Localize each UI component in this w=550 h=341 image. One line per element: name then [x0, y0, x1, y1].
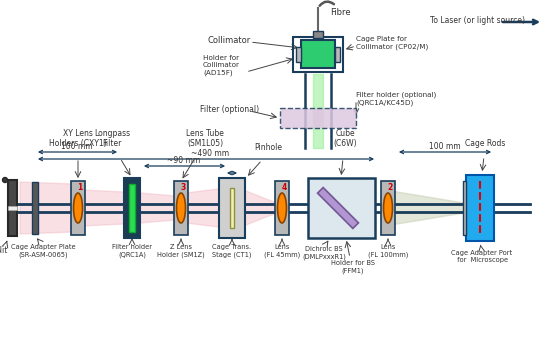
Text: Slit: Slit: [0, 246, 8, 255]
Text: Cage Adapter Port
 for  Microscope: Cage Adapter Port for Microscope: [452, 250, 513, 263]
Bar: [275, 181, 289, 235]
Text: Longpass
Filter: Longpass Filter: [94, 129, 130, 148]
Text: Filter holder
(QRC1A): Filter holder (QRC1A): [112, 244, 152, 257]
Text: Filter (optional): Filter (optional): [200, 105, 259, 114]
Bar: [308, 178, 375, 238]
Text: To Laser (or light source): To Laser (or light source): [430, 16, 525, 25]
Polygon shape: [385, 190, 464, 226]
Text: Lens
(FL 100mm): Lens (FL 100mm): [368, 244, 408, 257]
Bar: [174, 181, 188, 235]
Bar: [466, 175, 494, 241]
Polygon shape: [385, 190, 464, 226]
Bar: [313, 110, 323, 126]
Bar: [32, 182, 38, 234]
Text: ~90 mm: ~90 mm: [167, 156, 201, 165]
Bar: [463, 181, 466, 235]
Text: Collimator: Collimator: [208, 36, 251, 45]
Text: Cage Rods: Cage Rods: [465, 139, 505, 148]
Bar: [313, 31, 323, 38]
Text: Z Lens
Holder (SM1Z): Z Lens Holder (SM1Z): [157, 244, 205, 257]
Ellipse shape: [74, 193, 82, 223]
Bar: [280, 108, 356, 128]
Bar: [71, 181, 85, 235]
Bar: [230, 188, 234, 228]
Ellipse shape: [383, 193, 393, 223]
Text: 2: 2: [387, 183, 393, 193]
Bar: [317, 188, 359, 228]
Bar: [219, 178, 245, 238]
Text: XY Lens
Holders (CXY1): XY Lens Holders (CXY1): [49, 129, 107, 148]
Text: Fibre: Fibre: [330, 8, 351, 17]
Text: 100 mm: 100 mm: [61, 142, 93, 151]
Ellipse shape: [278, 193, 287, 223]
Text: Cage Trans.
Stage (CT1): Cage Trans. Stage (CT1): [212, 244, 252, 257]
Text: ~490 mm: ~490 mm: [191, 149, 229, 158]
Bar: [8, 180, 17, 236]
Polygon shape: [20, 182, 285, 234]
Bar: [293, 37, 343, 72]
Text: Filter holder (optional)
(QRC1A/KC45D): Filter holder (optional) (QRC1A/KC45D): [356, 92, 436, 106]
Bar: [124, 178, 140, 238]
Text: Lens Tube
(SM1L05): Lens Tube (SM1L05): [186, 129, 224, 148]
Text: 1: 1: [78, 183, 82, 193]
Text: Cage Adapter Plate
(SR-ASM-0065): Cage Adapter Plate (SR-ASM-0065): [10, 244, 75, 257]
Text: Pinhole: Pinhole: [254, 143, 282, 152]
Text: Holder for
Collimator
(AD15F): Holder for Collimator (AD15F): [203, 55, 240, 75]
Text: Cage Plate for
Collimator (CP02/M): Cage Plate for Collimator (CP02/M): [356, 36, 428, 49]
Bar: [8, 206, 17, 210]
Text: 100 mm: 100 mm: [429, 142, 461, 151]
Bar: [129, 184, 135, 232]
Bar: [301, 40, 335, 68]
Text: Dichroic BS
(DMLPxxxR1): Dichroic BS (DMLPxxxR1): [302, 246, 346, 260]
Text: 3: 3: [180, 183, 186, 193]
Text: Lens
(FL 45mm): Lens (FL 45mm): [264, 244, 300, 257]
Bar: [335, 47, 340, 62]
Text: Holder for BS
(FFM1): Holder for BS (FFM1): [331, 260, 375, 273]
Ellipse shape: [177, 193, 185, 223]
Text: 4: 4: [282, 183, 287, 193]
Text: Cube
(C6W): Cube (C6W): [333, 129, 357, 148]
Ellipse shape: [3, 178, 8, 182]
Bar: [381, 181, 395, 235]
Bar: [296, 47, 301, 62]
